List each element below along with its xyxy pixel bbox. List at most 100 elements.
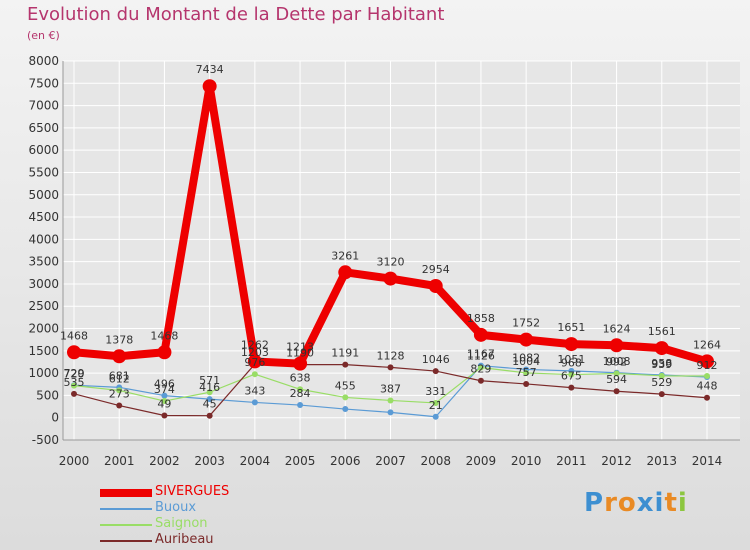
data-label: 1203 — [241, 346, 269, 359]
data-label: 675 — [561, 370, 582, 383]
data-label: 1264 — [693, 338, 721, 351]
data-point — [297, 386, 304, 393]
data-label: 1651 — [557, 321, 585, 334]
data-point — [387, 397, 394, 404]
legend-label: Buoux — [155, 500, 197, 515]
data-label: 374 — [154, 383, 175, 396]
data-point — [297, 402, 304, 409]
y-tick-label: 6500 — [28, 121, 59, 135]
y-tick-label: 5500 — [28, 165, 59, 179]
legend-swatch — [100, 489, 152, 497]
y-tick-label: 500 — [36, 388, 59, 402]
data-point — [342, 361, 349, 368]
data-label: 1008 — [603, 355, 631, 368]
data-label: 2954 — [422, 263, 450, 276]
data-point — [293, 356, 308, 371]
data-point — [477, 377, 484, 384]
x-tick-label: 2011 — [556, 454, 587, 468]
data-point — [338, 265, 353, 280]
x-tick-label: 2005 — [285, 454, 316, 468]
data-label: 992 — [606, 355, 627, 368]
data-point — [564, 337, 579, 352]
data-label: 681 — [109, 369, 130, 382]
data-point — [523, 369, 530, 376]
data-label: 3261 — [331, 249, 359, 262]
data-point — [473, 327, 488, 342]
data-point — [658, 372, 665, 379]
data-label: 1752 — [512, 317, 540, 330]
data-label: 1468 — [60, 329, 88, 342]
logo-letter: o — [617, 488, 637, 518]
y-tick-label: 6000 — [28, 143, 59, 157]
data-label: 720 — [64, 368, 85, 381]
data-label: 729 — [64, 367, 85, 380]
data-label: 594 — [606, 373, 627, 386]
data-point — [519, 332, 534, 347]
data-point — [342, 406, 349, 413]
data-point — [704, 373, 710, 380]
y-tick-label: 5000 — [28, 188, 59, 202]
data-point — [387, 409, 394, 416]
data-point — [432, 368, 439, 375]
y-tick-label: 3000 — [28, 277, 59, 291]
data-label: 939 — [651, 358, 672, 371]
data-label: 496 — [154, 378, 175, 391]
data-point — [71, 382, 77, 389]
logo-letter: r — [604, 488, 618, 518]
y-tick-label: -500 — [32, 433, 59, 447]
x-tick-label: 2010 — [511, 454, 542, 468]
data-point — [568, 371, 575, 378]
data-point — [112, 349, 127, 364]
x-tick-label: 2007 — [375, 454, 406, 468]
x-tick-label: 2009 — [466, 454, 497, 468]
data-point — [161, 392, 168, 399]
data-label: 912 — [697, 359, 718, 372]
data-point — [71, 390, 77, 397]
data-point — [247, 354, 262, 369]
y-tick-label: 0 — [51, 411, 59, 425]
data-point — [342, 394, 349, 401]
logo-letter: P — [584, 488, 605, 518]
data-point — [157, 345, 172, 360]
data-label: 958 — [651, 357, 672, 370]
data-point — [387, 364, 394, 371]
data-point — [704, 394, 710, 401]
logo-letter: i — [677, 488, 688, 518]
data-point — [251, 371, 258, 378]
data-label: 571 — [199, 374, 220, 387]
data-point — [161, 412, 168, 419]
legend-swatch — [100, 524, 152, 526]
data-point — [67, 345, 81, 360]
data-label: 45 — [203, 398, 217, 411]
data-label: 1128 — [377, 349, 405, 362]
data-point — [383, 271, 398, 286]
data-label: 1624 — [603, 322, 631, 335]
data-label: 612 — [109, 372, 130, 385]
y-tick-label: 2500 — [28, 299, 59, 313]
data-point — [116, 387, 123, 394]
data-label: 1262 — [241, 338, 269, 351]
data-label: 1858 — [467, 312, 495, 325]
logo-letter: i — [654, 488, 665, 518]
x-tick-label: 2013 — [647, 454, 678, 468]
data-point — [161, 398, 168, 405]
y-tick-label: 3500 — [28, 255, 59, 269]
data-label: 1167 — [467, 348, 495, 361]
data-label: 529 — [651, 376, 672, 389]
data-label: 829 — [470, 363, 491, 376]
y-tick-label: 4000 — [28, 232, 59, 246]
y-tick-label: 4500 — [28, 210, 59, 224]
y-tick-label: 7000 — [28, 99, 59, 113]
data-point — [428, 278, 443, 293]
data-label: 1213 — [286, 341, 314, 354]
data-label: 976 — [244, 356, 265, 369]
x-tick-label: 2003 — [194, 454, 225, 468]
data-point — [432, 413, 439, 420]
data-label: 535 — [64, 376, 85, 389]
data-label: 638 — [290, 371, 311, 384]
legend-label: Saignon — [155, 516, 208, 531]
legend-swatch — [100, 508, 152, 510]
data-point — [251, 399, 258, 406]
y-tick-label: 1000 — [28, 366, 59, 380]
data-label: 448 — [697, 380, 718, 393]
